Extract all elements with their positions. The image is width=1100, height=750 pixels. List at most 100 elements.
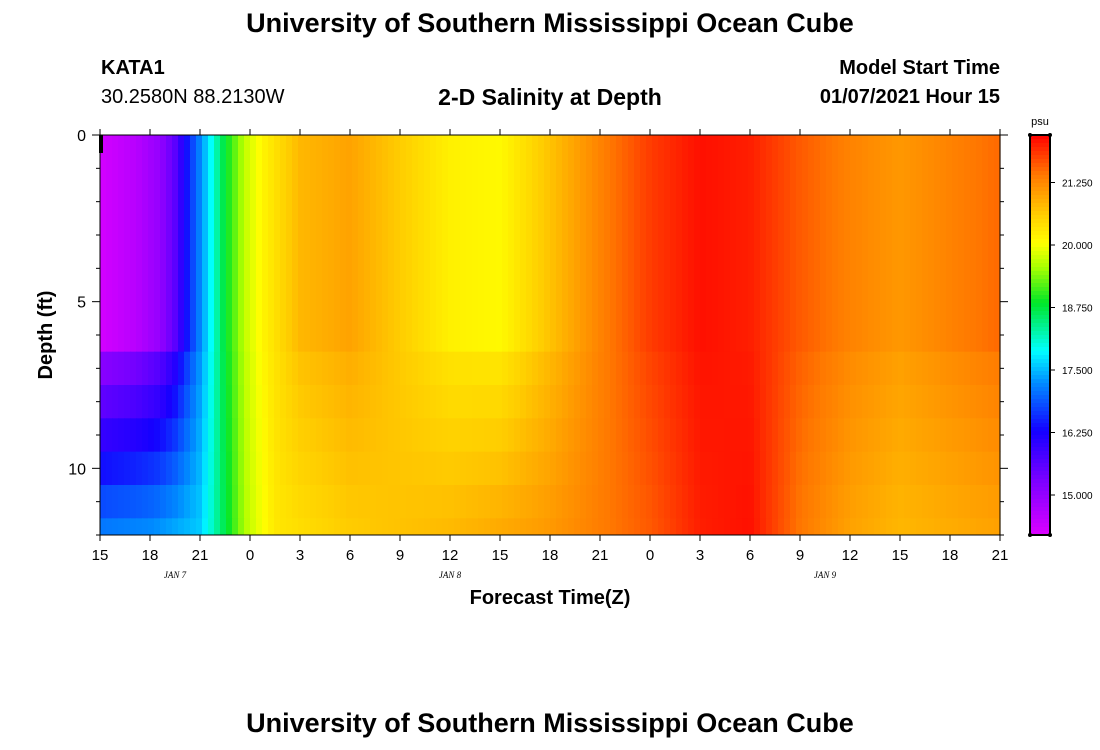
heatmap-cell [520, 385, 527, 419]
heatmap-cell [232, 518, 239, 536]
heatmap-cell [628, 485, 635, 519]
colorbar-segment [1030, 311, 1050, 316]
heatmap-cell [886, 351, 893, 386]
heatmap-cell [670, 351, 677, 386]
heatmap-cell [520, 518, 527, 536]
heatmap-cell [550, 485, 557, 519]
heatmap-cell [376, 518, 383, 536]
colorbar-segment [1030, 343, 1050, 348]
heatmap-cell [280, 485, 287, 519]
heatmap-cell [490, 418, 497, 453]
heatmap-cell [568, 418, 575, 453]
heatmap-cell [310, 518, 317, 536]
y-axis-label: Depth (ft) [35, 291, 57, 380]
heatmap-cell [262, 451, 269, 486]
heatmap-cell [808, 135, 815, 353]
colorbar-segment [1030, 375, 1050, 380]
colorbar-segment [1030, 451, 1050, 456]
heatmap-cell [952, 418, 959, 453]
heatmap-cell [388, 485, 395, 519]
heatmap-cell [226, 518, 233, 536]
heatmap-cell [442, 518, 449, 536]
heatmap-cell [700, 351, 707, 386]
salinity-heatmap [100, 135, 1001, 536]
heatmap-cell [682, 135, 689, 353]
heatmap-cell [370, 135, 377, 353]
heatmap-cell [400, 135, 407, 353]
heatmap-cell [526, 385, 533, 419]
heatmap-cell [850, 485, 857, 519]
heatmap-cell [346, 518, 353, 536]
heatmap-cell [946, 135, 953, 353]
heatmap-cell [220, 451, 227, 486]
heatmap-cell [952, 385, 959, 419]
x-tick-label: 15 [892, 547, 909, 564]
heatmap-cell [886, 518, 893, 536]
heatmap-cell [466, 351, 473, 386]
heatmap-cell [850, 518, 857, 536]
heatmap-cell [190, 351, 197, 386]
heatmap-cell [268, 418, 275, 453]
heatmap-cell [538, 385, 545, 419]
heatmap-cell [346, 418, 353, 453]
heatmap-cell [904, 518, 911, 536]
heatmap-cell [826, 485, 833, 519]
heatmap-cell [370, 451, 377, 486]
heatmap-cell [820, 351, 827, 386]
heatmap-cell [964, 485, 971, 519]
heatmap-cell [274, 385, 281, 419]
heatmap-cell [424, 135, 431, 353]
heatmap-cell [196, 351, 203, 386]
heatmap-cell [544, 351, 551, 386]
heatmap-cell [244, 418, 251, 453]
heatmap-cell [640, 385, 647, 419]
heatmap-cell [586, 518, 593, 536]
heatmap-cell [898, 451, 905, 486]
heatmap-cell [118, 385, 125, 419]
heatmap-cell [148, 385, 155, 419]
heatmap-cell [172, 418, 179, 453]
colorbar-segment [1030, 419, 1050, 424]
heatmap-cell [526, 418, 533, 453]
heatmap-cell [388, 451, 395, 486]
heatmap-cell [166, 351, 173, 386]
colorbar-segment [1030, 499, 1050, 504]
heatmap-cell [268, 485, 275, 519]
heatmap-cell [496, 518, 503, 536]
heatmap-cell [448, 518, 455, 536]
heatmap-cell [142, 485, 149, 519]
heatmap-cell [598, 385, 605, 419]
heatmap-cell [334, 385, 341, 419]
heatmap-cell [490, 351, 497, 386]
heatmap-cell [328, 135, 335, 353]
heatmap-cell [388, 135, 395, 353]
heatmap-cell [484, 135, 491, 353]
heatmap-cell [148, 351, 155, 386]
heatmap-cell [142, 418, 149, 453]
heatmap-cell [160, 518, 167, 536]
heatmap-cell [400, 418, 407, 453]
heatmap-cell [712, 485, 719, 519]
heatmap-cell [196, 385, 203, 419]
heatmap-cell [604, 451, 611, 486]
heatmap-cell [934, 135, 941, 353]
heatmap-cell [130, 418, 137, 453]
colorbar-tick-label: 21.250 [1062, 179, 1093, 190]
heatmap-cell [646, 451, 653, 486]
heatmap-cell [292, 351, 299, 386]
station-coordinates: 30.2580N 88.2130W [101, 86, 285, 108]
heatmap-cell [340, 418, 347, 453]
heatmap-cell [976, 385, 983, 419]
heatmap-cell [652, 385, 659, 419]
heatmap-cell [778, 135, 785, 353]
heatmap-cell [640, 135, 647, 353]
heatmap-cell [742, 485, 749, 519]
heatmap-cell [628, 518, 635, 536]
heatmap-cell [454, 351, 461, 386]
colorbar-segment [1030, 155, 1050, 160]
heatmap-cell [712, 385, 719, 419]
heatmap-cell [646, 385, 653, 419]
colorbar-tick-label: 20.000 [1062, 241, 1093, 252]
colorbar-segment [1030, 291, 1050, 296]
heatmap-cell [442, 451, 449, 486]
